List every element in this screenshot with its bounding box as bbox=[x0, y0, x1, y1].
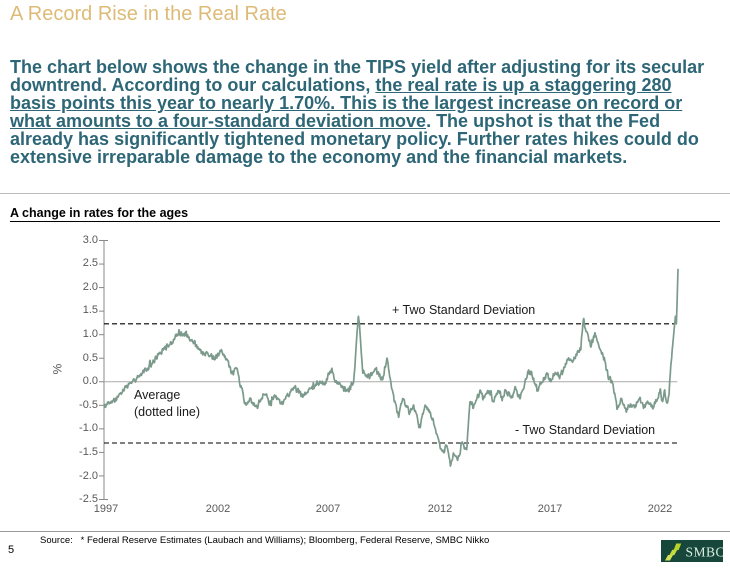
svg-text:SMBC: SMBC bbox=[686, 545, 724, 560]
